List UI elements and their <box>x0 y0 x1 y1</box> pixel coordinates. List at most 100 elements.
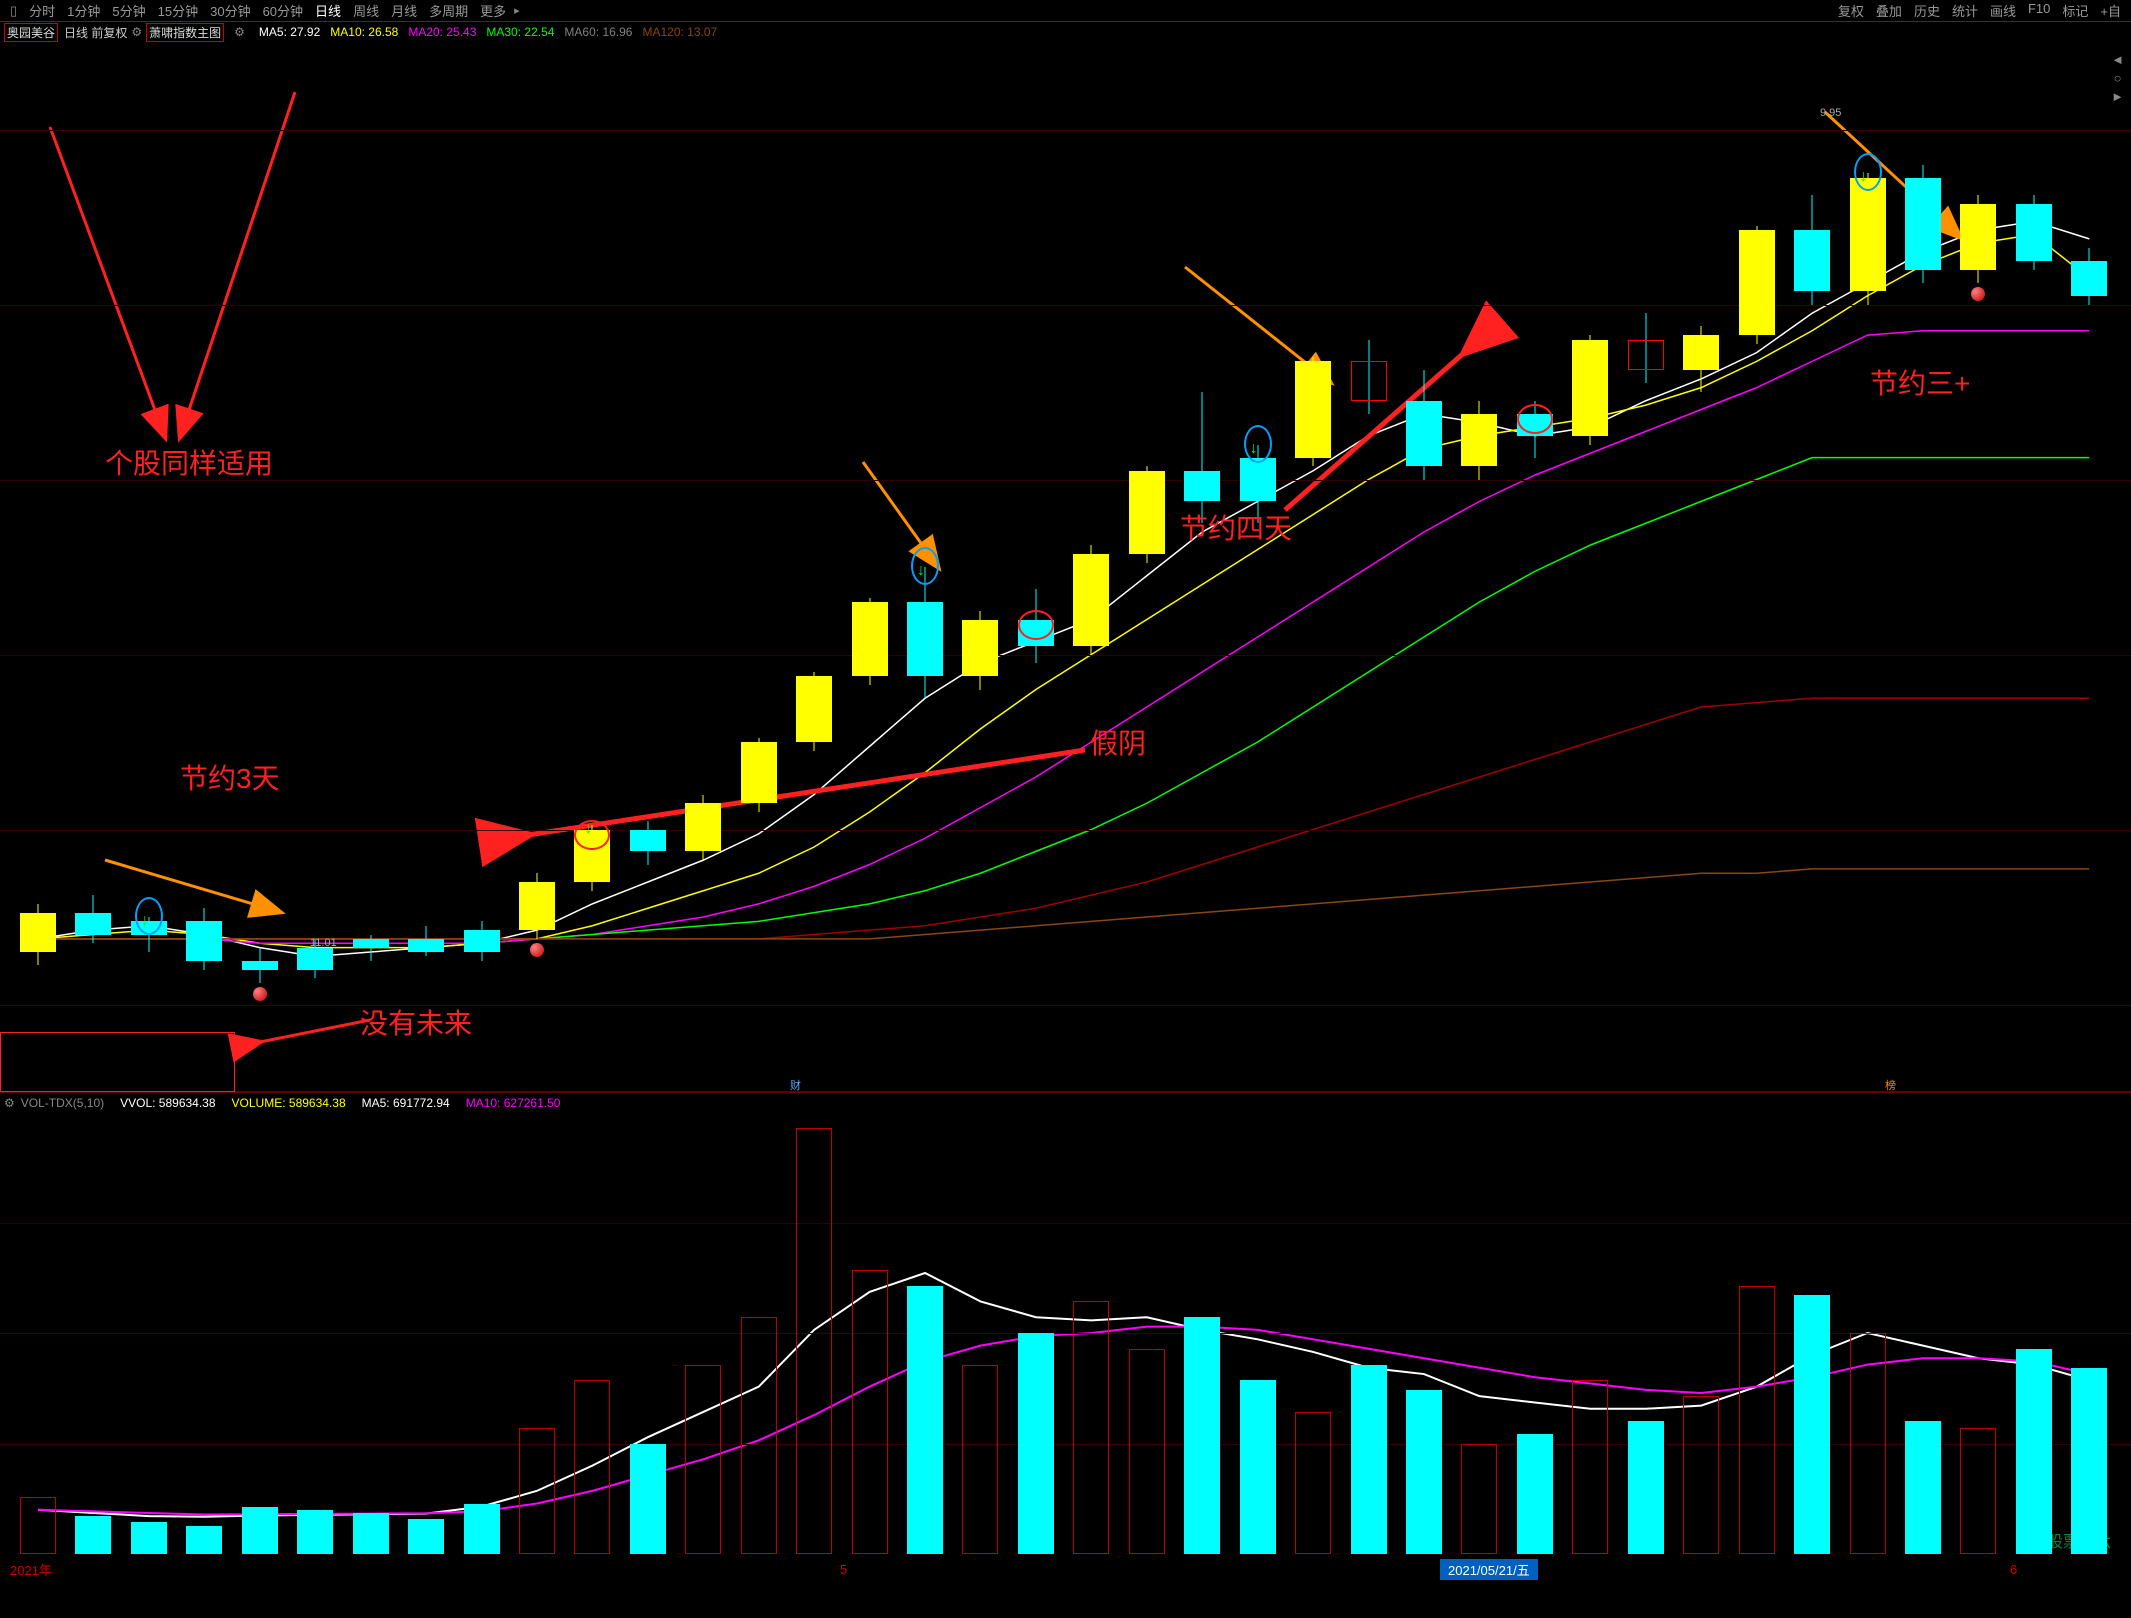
price-chart[interactable]: ◄ ○ ► ↓↓↓↓↓个股同样适用节约3天没有未来假阴节约四天节约三+11.01… <box>0 42 2131 1092</box>
volume-bar <box>685 1365 721 1554</box>
volume-bar <box>1850 1333 1886 1554</box>
volume-bar <box>1960 1428 1996 1554</box>
ma-line <box>38 698 2089 939</box>
annotation-text: 节约3天 <box>180 757 280 797</box>
candle <box>297 42 333 1092</box>
volume-bar <box>1129 1349 1165 1554</box>
candle <box>852 42 888 1092</box>
marker-circle-red <box>1018 610 1054 640</box>
candle <box>630 42 666 1092</box>
volume-bar <box>962 1365 998 1554</box>
tf-more-icon[interactable]: ▸ <box>514 4 520 17</box>
chart-info-bar: 奥园美谷 日线 前复权 ⚙ 萧啸指数主图 ⚙ MA5: 27.92MA10: 2… <box>0 22 2131 42</box>
volume-bar <box>1517 1434 1553 1554</box>
toolbar-btn[interactable]: +自 <box>2100 1 2121 20</box>
annotation-text: 没有未来 <box>360 1002 472 1042</box>
volume-bar <box>1351 1365 1387 1554</box>
candle <box>1406 42 1442 1092</box>
volume-bar <box>353 1513 389 1554</box>
marker-ball <box>253 987 267 1001</box>
timeframe-15分钟[interactable]: 15分钟 <box>158 4 198 19</box>
candle <box>1905 42 1941 1092</box>
vol-ma-line <box>38 1327 2089 1515</box>
candle <box>1295 42 1331 1092</box>
volume-bar <box>519 1428 555 1554</box>
timeframe-更多[interactable]: 更多 <box>480 4 506 19</box>
volume-chart[interactable]: 2021年 5 2021/05/21/五 6 股票六六 <box>0 1112 2131 1582</box>
ma-line <box>38 221 2089 956</box>
timeframe-多周期[interactable]: 多周期 <box>429 4 468 19</box>
ma-line <box>38 235 2089 948</box>
annotation-text: 假阴 <box>1090 722 1146 762</box>
marker-circle-red <box>1517 404 1553 434</box>
volume-bar <box>1184 1317 1220 1554</box>
volume-bar <box>1572 1380 1608 1554</box>
timeframe-月线[interactable]: 月线 <box>391 4 417 19</box>
marker-ball <box>530 943 544 957</box>
volume-bar <box>1240 1380 1276 1554</box>
annotation-text: 个股同样适用 <box>105 442 273 482</box>
toolbar-btn[interactable]: 叠加 <box>1876 1 1902 20</box>
marker-circle-blue <box>911 547 939 585</box>
gear-icon[interactable]: ⚙ <box>4 1096 15 1110</box>
toolbar-btn[interactable]: 标记 <box>2062 1 2088 20</box>
candle <box>962 42 998 1092</box>
timeframe-周线[interactable]: 周线 <box>353 4 379 19</box>
ma-line <box>38 458 2089 939</box>
volume-bar <box>852 1270 888 1554</box>
candle <box>1517 42 1553 1092</box>
volume-bar <box>131 1522 167 1554</box>
chart-badge: 财 <box>790 1077 801 1093</box>
candle <box>186 42 222 1092</box>
price-label: 11.01 <box>310 937 337 949</box>
toolbar-btn[interactable]: 复权 <box>1838 1 1864 20</box>
ma-line <box>38 869 2089 939</box>
toolbar-btn[interactable]: F10 <box>2028 1 2050 20</box>
volume-bar <box>75 1516 111 1554</box>
volume-bar <box>1683 1396 1719 1554</box>
toolbar-btn[interactable]: 画线 <box>1990 1 2016 20</box>
candle <box>20 42 56 1092</box>
ma-line <box>38 331 2089 944</box>
annotation-box <box>0 1032 235 1092</box>
timeframe-30分钟[interactable]: 30分钟 <box>210 4 250 19</box>
volume-bar <box>297 1510 333 1554</box>
marker-circle-blue <box>1854 153 1882 191</box>
gear-icon[interactable]: ⚙ <box>234 25 245 39</box>
volume-bar <box>1905 1421 1941 1554</box>
timeframe-1分钟[interactable]: 1分钟 <box>67 4 100 19</box>
candle <box>685 42 721 1092</box>
date-axis: 2021年 5 2021/05/21/五 6 <box>0 1556 2131 1582</box>
candle <box>796 42 832 1092</box>
marker-arrow-icon: ↓ <box>917 562 925 580</box>
gridline <box>0 1223 2131 1224</box>
timeframe-5分钟[interactable]: 5分钟 <box>112 4 145 19</box>
candle <box>1240 42 1276 1092</box>
axis-date-highlight: 2021/05/21/五 <box>1440 1559 1538 1580</box>
toolbar-btn[interactable]: 统计 <box>1952 1 1978 20</box>
ma-label: MA5: 27.92 <box>259 25 320 39</box>
volume-bar <box>464 1504 500 1555</box>
gear-icon[interactable]: ⚙ <box>131 25 142 39</box>
candle <box>1018 42 1054 1092</box>
timeframe-分时[interactable]: 分时 <box>29 4 55 19</box>
candle <box>1572 42 1608 1092</box>
timeframe-60分钟[interactable]: 60分钟 <box>263 4 303 19</box>
volume-bar <box>796 1128 832 1554</box>
candle <box>1683 42 1719 1092</box>
volume-bar <box>741 1317 777 1554</box>
timeframe-日线[interactable]: 日线 <box>315 4 341 19</box>
marker-arrow-icon: ↓ <box>141 912 149 930</box>
candle <box>2016 42 2052 1092</box>
candle <box>1073 42 1109 1092</box>
tf-icon[interactable]: ▯ <box>10 3 17 19</box>
vol-label: VOLUME: 589634.38 <box>232 1096 346 1110</box>
candle <box>741 42 777 1092</box>
vol-ma-line <box>38 1273 2089 1517</box>
candle <box>1850 42 1886 1092</box>
marker-arrow-icon: ↓ <box>1250 440 1258 458</box>
vol-label: MA5: 691772.94 <box>362 1096 450 1110</box>
marker-arrow-icon: ↓ <box>1860 168 1868 186</box>
toolbar-btn[interactable]: 历史 <box>1914 1 1940 20</box>
volume-bar <box>1794 1295 1830 1554</box>
